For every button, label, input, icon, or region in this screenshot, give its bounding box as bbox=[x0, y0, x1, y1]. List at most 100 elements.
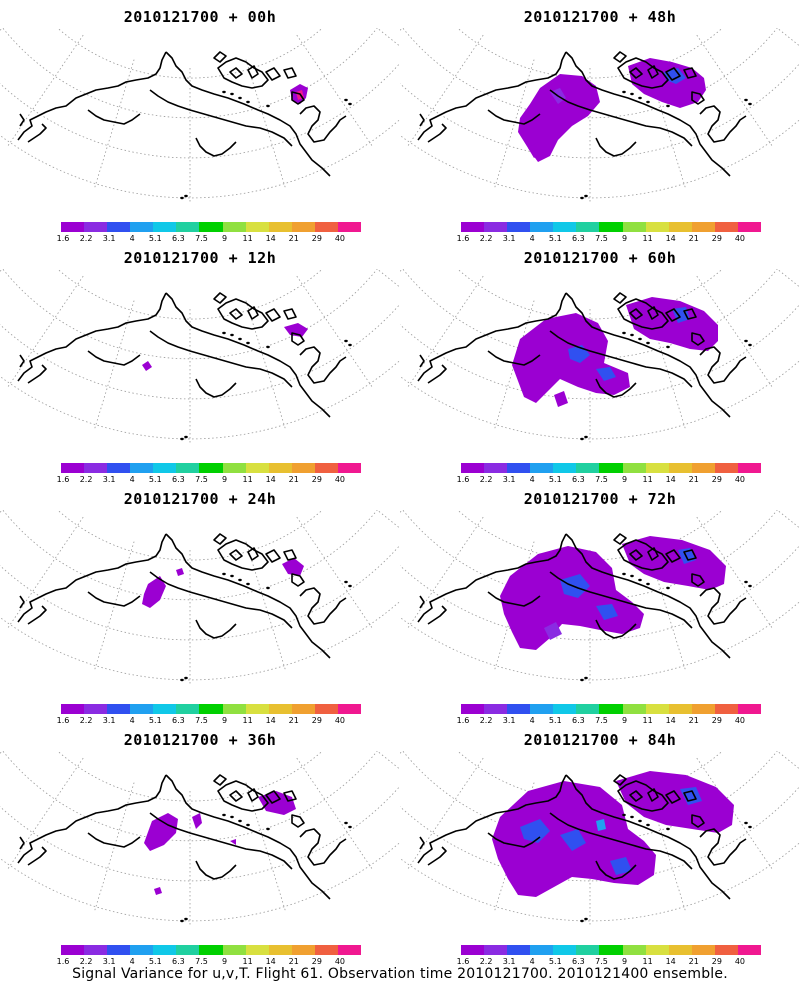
island-mark bbox=[638, 337, 642, 341]
island-mark bbox=[638, 819, 642, 823]
colorbar-cell bbox=[530, 945, 554, 955]
island-mark bbox=[180, 196, 184, 200]
colorbar-cell bbox=[153, 704, 177, 714]
colorbar-label: 40 bbox=[734, 234, 746, 243]
colorbar: 1.6 2.2 3.1 4 5.1 6.3 7.5 9 11 14 21 29 40 bbox=[57, 463, 362, 493]
island-mark bbox=[744, 580, 748, 584]
colorbar-label: 9 bbox=[221, 234, 228, 243]
graticule bbox=[0, 751, 400, 926]
variance-contour bbox=[500, 546, 644, 650]
colorbar-cell bbox=[668, 463, 692, 473]
colorbar-label: 14 bbox=[265, 475, 276, 484]
island-mark bbox=[230, 815, 234, 819]
variance-field bbox=[142, 558, 304, 608]
coastlines bbox=[417, 292, 747, 418]
island-mark bbox=[184, 435, 188, 439]
polar-map bbox=[400, 751, 800, 926]
colorbar-cell bbox=[291, 945, 315, 955]
island-mark bbox=[580, 437, 584, 441]
colorbar-label: 3.1 bbox=[502, 234, 516, 243]
colorbar-cell bbox=[622, 463, 646, 473]
map-panel: 2010121700 + 72h 1.6 2.2 3.1 4 5.1 6.3 7.5 9 11 14… bbox=[400, 482, 800, 725]
colorbar-label: 40 bbox=[734, 716, 746, 725]
colorbar-label: 11 bbox=[642, 234, 653, 243]
map-panel: 2010121700 + 24h 1.6 2.2 3.1 4 5.1 6.3 7.5 9 11 14… bbox=[0, 482, 400, 725]
colorbar-cell bbox=[530, 222, 554, 232]
island-mark bbox=[266, 827, 270, 831]
colorbar-cell bbox=[199, 463, 223, 473]
colorbar-label: 9 bbox=[621, 716, 628, 725]
colorbar-cell bbox=[291, 222, 315, 232]
island-mark bbox=[622, 813, 626, 817]
colorbar: 1.6 2.2 3.1 4 5.1 6.3 7.5 9 11 14 21 29 40 bbox=[457, 463, 762, 493]
colorbar-label: 29 bbox=[711, 234, 722, 243]
island-mark bbox=[666, 586, 670, 590]
colorbar-cell bbox=[314, 704, 338, 714]
colorbar: 1.6 2.2 3.1 4 5.1 6.3 7.5 9 11 14 21 29 40 bbox=[57, 222, 362, 252]
colorbar-label: 2.2 bbox=[79, 957, 93, 966]
colorbar-cell bbox=[461, 945, 485, 955]
colorbar-cell bbox=[107, 945, 131, 955]
colorbar-label: 4 bbox=[529, 957, 535, 966]
variance-contour bbox=[192, 813, 202, 829]
polar-map bbox=[0, 269, 400, 444]
colorbar-label: 2.2 bbox=[479, 234, 493, 243]
colorbar-label: 3.1 bbox=[102, 716, 116, 725]
colorbar-cell bbox=[737, 222, 762, 232]
variance-contour bbox=[176, 568, 184, 576]
coastlines bbox=[417, 774, 747, 900]
island-mark bbox=[230, 574, 234, 578]
colorbar-cell bbox=[714, 463, 738, 473]
colorbar-label: 2.2 bbox=[479, 475, 493, 484]
colorbar-cell bbox=[222, 222, 246, 232]
colorbar-cell bbox=[553, 945, 577, 955]
colorbar-label: 1.6 bbox=[56, 475, 70, 484]
colorbar-label: 9 bbox=[221, 957, 228, 966]
colorbar-label: 5.1 bbox=[548, 716, 562, 725]
panel-title: 2010121700 + 84h bbox=[523, 731, 677, 749]
variance-contour bbox=[544, 622, 562, 640]
variance-contour bbox=[520, 819, 550, 843]
colorbar-label: 14 bbox=[665, 957, 676, 966]
island-mark bbox=[630, 815, 634, 819]
colorbar-cell bbox=[107, 704, 131, 714]
colorbar-label: 1.6 bbox=[56, 234, 70, 243]
graticule bbox=[400, 28, 800, 203]
colorbar-cell bbox=[645, 704, 669, 714]
colorbar-label: 40 bbox=[734, 475, 746, 484]
coastlines bbox=[417, 51, 747, 177]
colorbar-cell bbox=[176, 222, 200, 232]
island-mark bbox=[646, 582, 650, 586]
island-mark bbox=[646, 823, 650, 827]
island-mark bbox=[184, 917, 188, 921]
colorbar-cell bbox=[222, 945, 246, 955]
island-mark bbox=[180, 678, 184, 682]
colorbar-cell bbox=[553, 704, 577, 714]
colorbar-label: 6.3 bbox=[172, 475, 185, 484]
island-mark bbox=[646, 341, 650, 345]
colorbar-cell bbox=[576, 222, 600, 232]
colorbar-label: 2.2 bbox=[79, 475, 93, 484]
colorbar-cell bbox=[622, 704, 646, 714]
colorbar-cell bbox=[199, 704, 223, 714]
colorbar-label: 9 bbox=[621, 234, 628, 243]
map-panel: 2010121700 + 00h 1.6 2.2 3.1 4 5.1 6.3 7.5 9 11 14… bbox=[0, 0, 400, 243]
colorbar-label: 6.3 bbox=[172, 957, 185, 966]
colorbar-label: 29 bbox=[311, 957, 322, 966]
colorbar-cell bbox=[668, 222, 692, 232]
colorbar-label: 4 bbox=[529, 475, 535, 484]
coastlines bbox=[417, 533, 747, 659]
colorbar-cell bbox=[645, 463, 669, 473]
colorbar-label: 29 bbox=[711, 716, 722, 725]
colorbar-cell bbox=[222, 704, 246, 714]
colorbar-label: 21 bbox=[288, 957, 299, 966]
island-mark bbox=[222, 90, 226, 94]
colorbar-label: 7.5 bbox=[595, 475, 608, 484]
colorbar-cell bbox=[245, 222, 269, 232]
colorbar-label: 29 bbox=[311, 475, 322, 484]
map-panel: 2010121700 + 36h 1.6 2.2 3.1 4 5.1 6.3 7.5 9 11 14… bbox=[0, 723, 400, 966]
colorbar-label: 7.5 bbox=[595, 716, 608, 725]
colorbar-label: 40 bbox=[334, 957, 346, 966]
island-mark bbox=[246, 341, 250, 345]
colorbar: 1.6 2.2 3.1 4 5.1 6.3 7.5 9 11 14 21 29 40 bbox=[57, 704, 362, 734]
